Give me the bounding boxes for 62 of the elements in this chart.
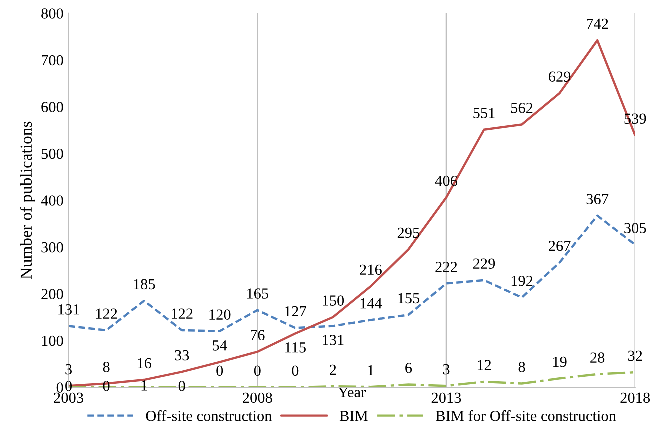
y-tick-label: 400 — [41, 196, 64, 206]
data-label: 0 — [178, 381, 186, 392]
data-label: 54 — [213, 340, 228, 351]
data-label: 33 — [175, 350, 190, 361]
data-label: 0 — [292, 366, 299, 376]
data-label: 3 — [66, 364, 72, 375]
y-axis-title: Number of publications — [20, 122, 36, 280]
data-label: 0 — [254, 366, 261, 376]
data-label: 185 — [134, 279, 156, 290]
data-label: 6 — [406, 363, 412, 374]
data-label: 8 — [518, 362, 526, 372]
data-label: 222 — [436, 262, 458, 272]
data-label: 122 — [96, 308, 118, 319]
data-label: 19 — [554, 356, 567, 368]
data-label: 115 — [286, 342, 306, 353]
y-tick-label: 600 — [42, 102, 64, 112]
data-label: 562 — [511, 103, 533, 114]
data-label: 120 — [210, 310, 231, 320]
y-tick-label: 700 — [42, 55, 64, 66]
data-label: 32 — [628, 350, 642, 362]
y-tick-label: 100 — [42, 336, 64, 346]
data-label: 0 — [216, 366, 224, 376]
x-tick-label: 2013 — [432, 392, 462, 404]
data-label: 2 — [330, 364, 336, 375]
data-label: 551 — [474, 108, 495, 118]
x-tick-label: 2008 — [243, 392, 272, 404]
y-tick-label: 0 — [56, 382, 64, 393]
data-label: 76 — [251, 330, 265, 341]
legend-label: BIM — [340, 411, 368, 422]
x-axis-title: Year — [338, 387, 366, 398]
data-label: 267 — [549, 240, 571, 252]
data-label: 122 — [172, 308, 193, 319]
legend-label: Off-site construction — [146, 410, 272, 422]
x-tick-label: 2018 — [620, 392, 650, 404]
data-label: 144 — [360, 298, 382, 309]
y-tick-label: 300 — [42, 242, 64, 253]
data-label: 131 — [58, 304, 80, 315]
data-label: 367 — [586, 194, 609, 204]
data-label: 12 — [478, 360, 492, 370]
data-label: 16 — [138, 358, 152, 369]
data-label: 131 — [323, 335, 344, 346]
data-label: 1 — [368, 365, 374, 376]
data-label: 3 — [443, 364, 450, 375]
data-label: 229 — [473, 258, 496, 270]
data-label: 295 — [398, 228, 420, 238]
data-label: 127 — [285, 306, 306, 317]
data-label: 192 — [512, 276, 533, 286]
data-label: 165 — [248, 288, 268, 299]
data-label: 0 — [66, 381, 72, 392]
data-label: 8 — [103, 362, 110, 372]
data-label: 28 — [590, 352, 605, 363]
data-label: 150 — [323, 296, 344, 306]
legend-label: BIM for Off-site construction — [436, 410, 616, 422]
x-tick-label: 2003 — [54, 392, 84, 404]
data-label: 629 — [549, 72, 571, 82]
data-label: 216 — [360, 264, 382, 276]
y-tick-label: 800 — [42, 8, 64, 19]
y-tick-label: 500 — [42, 148, 64, 160]
data-label: 155 — [398, 293, 420, 304]
data-label: 742 — [587, 18, 608, 29]
y-tick-label: 200 — [42, 289, 64, 300]
data-label: 305 — [624, 223, 646, 234]
